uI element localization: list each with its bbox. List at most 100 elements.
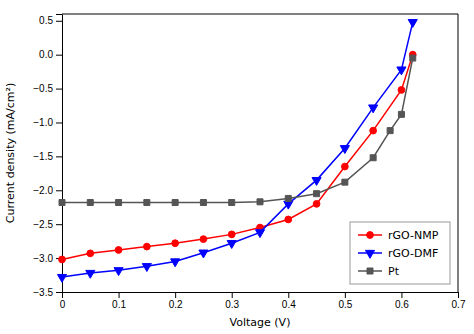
legend-item: rGO-NMP — [358, 229, 439, 242]
point — [369, 105, 378, 113]
point — [255, 230, 264, 238]
point — [227, 241, 236, 249]
point — [171, 259, 180, 267]
point — [59, 199, 65, 205]
frame-line — [62, 14, 458, 15]
point — [87, 250, 94, 257]
point — [86, 270, 95, 278]
tick-mark — [401, 292, 402, 298]
legend-label: rGO-NMP — [388, 229, 439, 242]
tick-label: 0.6 — [395, 299, 409, 310]
point — [115, 247, 122, 254]
tick: 0.4 — [282, 292, 296, 310]
point — [229, 199, 235, 205]
tick: 0.1 — [112, 292, 126, 310]
tick-mark — [458, 292, 459, 298]
tick-mark — [119, 292, 120, 298]
legend-marker — [367, 268, 373, 274]
frame-line — [458, 14, 459, 292]
tick: −0.5 — [33, 83, 62, 94]
tick: 0.7 — [452, 292, 466, 310]
tick-mark — [56, 55, 62, 56]
point — [408, 20, 417, 28]
series — [59, 55, 416, 205]
y-axis: −3.5 −3.0 −2.5 −2.0 −1.5 −1.0 −0.5 0.0 0.5 — [33, 15, 62, 298]
legend-marker — [367, 232, 374, 239]
point — [285, 216, 292, 223]
point — [313, 200, 320, 207]
tick-label: 0.0 — [39, 49, 53, 60]
tick-label: 0.5 — [338, 299, 352, 310]
tick: 0.3 — [225, 292, 239, 310]
legend-label: rGO-DMF — [388, 247, 438, 260]
point — [341, 163, 348, 170]
point — [200, 236, 207, 243]
line — [62, 58, 413, 202]
tick: −2.0 — [33, 185, 62, 196]
tick-label: 0.1 — [112, 299, 126, 310]
tick-mark — [56, 122, 62, 123]
point — [312, 177, 321, 185]
point — [228, 231, 235, 238]
tick-mark — [288, 292, 289, 298]
axis-line — [56, 15, 63, 293]
point — [398, 111, 404, 117]
tick: −2.5 — [33, 219, 62, 230]
tick-label: −2.5 — [33, 219, 53, 230]
tick-mark — [56, 292, 62, 293]
tick-label: −1.0 — [33, 117, 53, 128]
point — [370, 155, 376, 161]
legend-box — [350, 222, 450, 284]
point — [199, 250, 208, 258]
legend-item: Pt — [358, 265, 400, 278]
point — [142, 264, 151, 272]
point — [87, 199, 93, 205]
legend-marker — [365, 250, 374, 258]
tick-label: 0.5 — [39, 15, 53, 26]
tick-label: −3.5 — [33, 287, 53, 298]
tick-mark — [56, 21, 62, 22]
tick-mark — [56, 156, 62, 157]
tick: 0.2 — [169, 292, 183, 310]
point — [172, 240, 179, 247]
tick-mark — [175, 292, 176, 298]
tick: −1.5 — [33, 151, 62, 162]
tick-label: −2.0 — [33, 185, 53, 196]
tick-label: −0.5 — [33, 83, 53, 94]
point — [143, 243, 150, 250]
tick-mark — [56, 190, 62, 191]
tick: 0 — [60, 292, 66, 310]
tick-label: 0.7 — [452, 299, 466, 310]
tick: −3.0 — [33, 253, 62, 264]
point — [114, 268, 123, 276]
tick: 0.6 — [395, 292, 409, 310]
tick: −1.0 — [33, 117, 62, 128]
legend-label: Pt — [388, 265, 400, 278]
legend: rGO-NMP rGO-DMF Pt — [350, 222, 450, 284]
tick-mark — [345, 292, 346, 298]
legend-item: rGO-DMF — [358, 247, 438, 260]
tick-mark — [232, 292, 233, 298]
tick-label: 0.3 — [225, 299, 239, 310]
y-axis-title: Current density (mA/cm²) — [4, 83, 17, 223]
point — [257, 199, 263, 205]
tick: 0.5 — [338, 292, 352, 310]
point — [342, 179, 348, 185]
point — [59, 256, 66, 263]
point — [284, 201, 293, 209]
point — [57, 274, 66, 282]
tick-label: 0.2 — [169, 299, 183, 310]
point — [116, 199, 122, 205]
tick-mark — [56, 224, 62, 225]
tick-label: −1.5 — [33, 151, 53, 162]
point — [340, 146, 349, 154]
point — [370, 127, 377, 134]
point — [398, 87, 405, 94]
x-axis: 0 0.1 0.2 0.3 0.4 0.5 0.6 0.7 — [60, 292, 466, 310]
tick: 0.5 — [39, 15, 62, 26]
tick-mark — [56, 89, 62, 90]
chart: 0 0.1 0.2 0.3 0.4 0.5 0.6 0.7 −3.5 −3.0 −2.5 −2.0 −1… — [0, 0, 474, 334]
tick-label: 0.4 — [282, 299, 296, 310]
point — [397, 67, 406, 75]
point — [172, 199, 178, 205]
